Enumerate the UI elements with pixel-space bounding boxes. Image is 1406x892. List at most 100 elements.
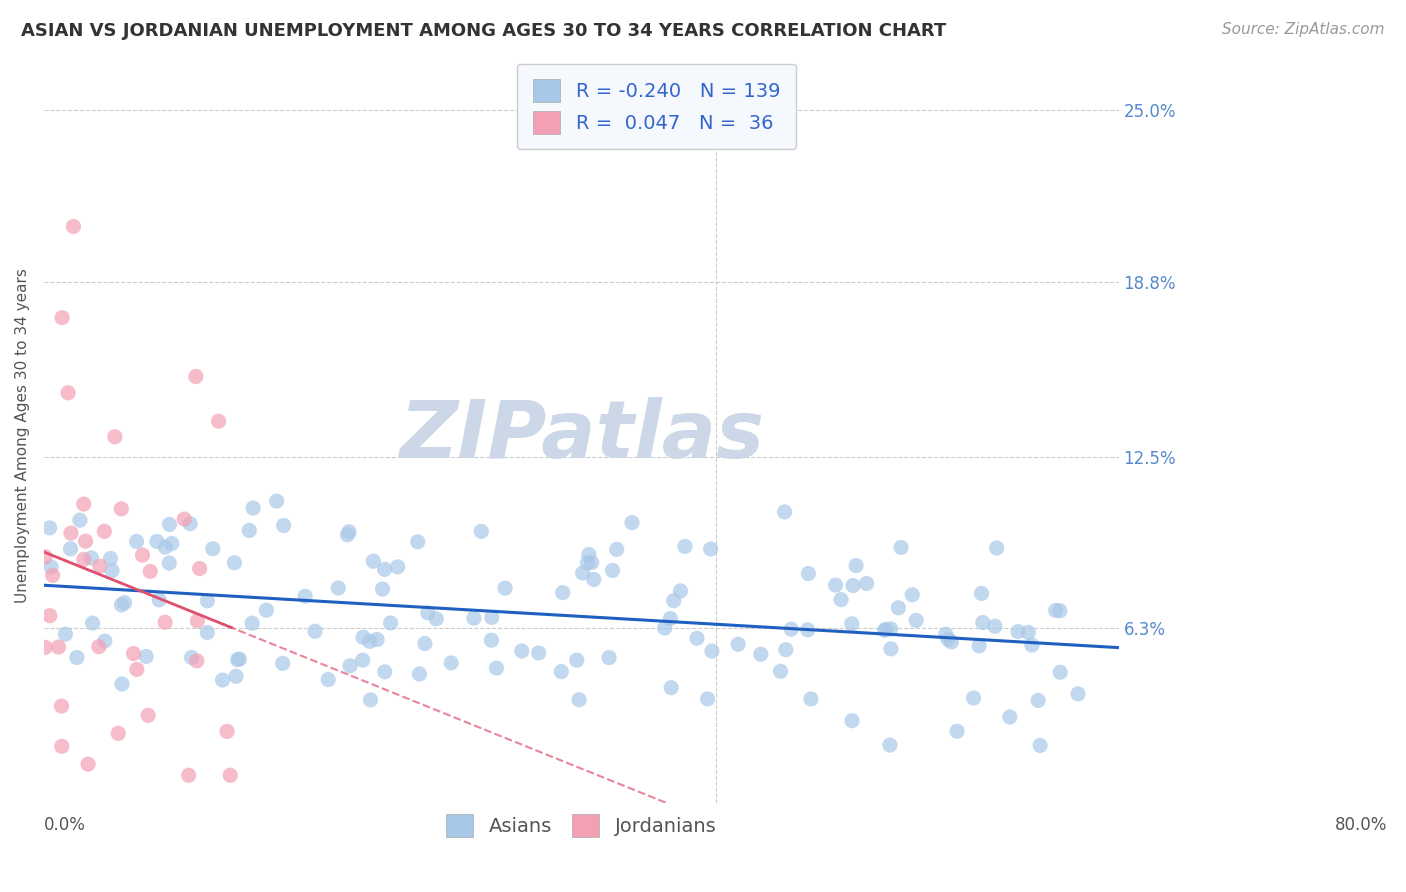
Point [780, 622, 803, 636]
Point [598, 650, 620, 665]
Point [146, 534, 169, 549]
Point [606, 542, 628, 557]
Point [413, 636, 436, 650]
Point [800, 692, 823, 706]
Point [841, 616, 863, 631]
Point [571, 566, 593, 580]
Point [173, 512, 195, 526]
Point [59, 541, 82, 556]
Point [387, 560, 409, 574]
Point [82, 616, 104, 631]
Point [1029, 739, 1052, 753]
Point [773, 505, 796, 519]
Point [73, 552, 96, 566]
Point [225, 669, 247, 683]
Point [337, 524, 360, 539]
Point [1026, 693, 1049, 707]
Point [890, 541, 912, 555]
Point [797, 566, 820, 581]
Point [1067, 687, 1090, 701]
Point [59, 526, 82, 541]
Point [100, 551, 122, 566]
Point [879, 622, 901, 636]
Point [366, 632, 388, 647]
Point [125, 534, 148, 549]
Point [184, 369, 207, 384]
Point [659, 681, 682, 695]
Point [700, 644, 723, 658]
Point [936, 632, 959, 647]
Point [188, 561, 211, 575]
Point [905, 614, 928, 628]
Point [972, 615, 994, 630]
Point [845, 558, 868, 573]
Point [935, 627, 957, 641]
Point [125, 662, 148, 676]
Point [481, 633, 503, 648]
Point [107, 726, 129, 740]
Point [970, 586, 993, 600]
Point [1017, 625, 1039, 640]
Point [38, 608, 60, 623]
Point [749, 647, 772, 661]
Point [470, 524, 492, 539]
Point [34, 640, 56, 655]
Point [841, 714, 863, 728]
Point [408, 667, 430, 681]
Point [967, 639, 990, 653]
Point [550, 665, 572, 679]
Point [51, 739, 73, 754]
Point [179, 516, 201, 531]
Point [110, 501, 132, 516]
Point [359, 634, 381, 648]
Point [238, 524, 260, 538]
Point [56, 385, 79, 400]
Point [101, 564, 124, 578]
Point [159, 517, 181, 532]
Text: 80.0%: 80.0% [1334, 816, 1388, 834]
Point [662, 593, 685, 607]
Point [226, 653, 249, 667]
Point [669, 583, 692, 598]
Point [941, 635, 963, 649]
Point [87, 640, 110, 654]
Point [62, 219, 84, 234]
Point [228, 652, 250, 666]
Point [1049, 665, 1071, 680]
Point [34, 549, 56, 564]
Point [93, 524, 115, 539]
Point [463, 611, 485, 625]
Point [962, 691, 984, 706]
Point [219, 768, 242, 782]
Point [224, 556, 246, 570]
Point [374, 562, 396, 576]
Point [578, 548, 600, 562]
Point [186, 614, 208, 628]
Point [48, 640, 70, 654]
Text: ZIPatlas: ZIPatlas [399, 397, 763, 475]
Point [94, 634, 117, 648]
Y-axis label: Unemployment Among Ages 30 to 34 years: Unemployment Among Ages 30 to 34 years [15, 268, 30, 603]
Point [998, 710, 1021, 724]
Point [673, 540, 696, 554]
Point [73, 497, 96, 511]
Point [416, 606, 439, 620]
Point [565, 653, 588, 667]
Point [51, 310, 73, 325]
Point [122, 647, 145, 661]
Point [1021, 638, 1043, 652]
Point [361, 554, 384, 568]
Point [51, 699, 73, 714]
Point [510, 644, 533, 658]
Point [80, 550, 103, 565]
Point [842, 578, 865, 592]
Point [104, 430, 127, 444]
Point [131, 548, 153, 562]
Point [339, 658, 361, 673]
Point [1049, 604, 1071, 618]
Point [551, 585, 574, 599]
Point [207, 414, 229, 428]
Point [830, 592, 852, 607]
Point [873, 624, 896, 638]
Point [855, 576, 877, 591]
